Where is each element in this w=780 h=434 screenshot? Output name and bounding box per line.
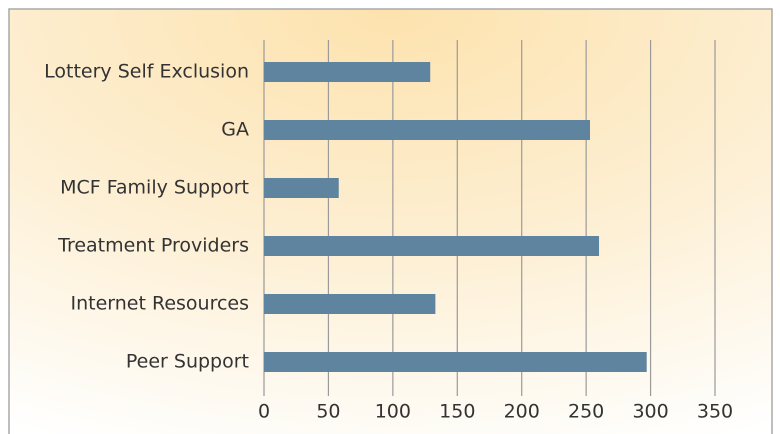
bar: [264, 352, 647, 372]
y-tick-label: Treatment Providers: [57, 235, 249, 257]
bar: [264, 236, 600, 256]
x-tick-label: 200: [504, 401, 540, 423]
x-tick-label: 250: [568, 401, 604, 423]
bar: [264, 62, 431, 82]
frame: [8, 8, 773, 434]
y-tick-label: Internet Resources: [70, 293, 249, 315]
y-tick-label: MCF Family Support: [60, 177, 249, 199]
x-tick-label: 150: [439, 401, 475, 423]
x-tick-label: 0: [258, 401, 270, 423]
bar: [264, 178, 339, 198]
bar: [264, 294, 436, 314]
x-tick-label: 300: [632, 401, 668, 423]
y-tick-label: GA: [221, 119, 249, 141]
bar: [264, 120, 591, 140]
x-tick-label: 50: [316, 401, 340, 423]
y-tick-label: Peer Support: [126, 351, 249, 373]
y-tick-label: Lottery Self Exclusion: [44, 61, 249, 83]
x-tick-label: 100: [375, 401, 411, 423]
x-tick-label: 350: [697, 401, 733, 423]
